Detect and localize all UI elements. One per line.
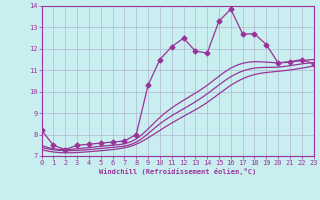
X-axis label: Windchill (Refroidissement éolien,°C): Windchill (Refroidissement éolien,°C) bbox=[99, 168, 256, 175]
